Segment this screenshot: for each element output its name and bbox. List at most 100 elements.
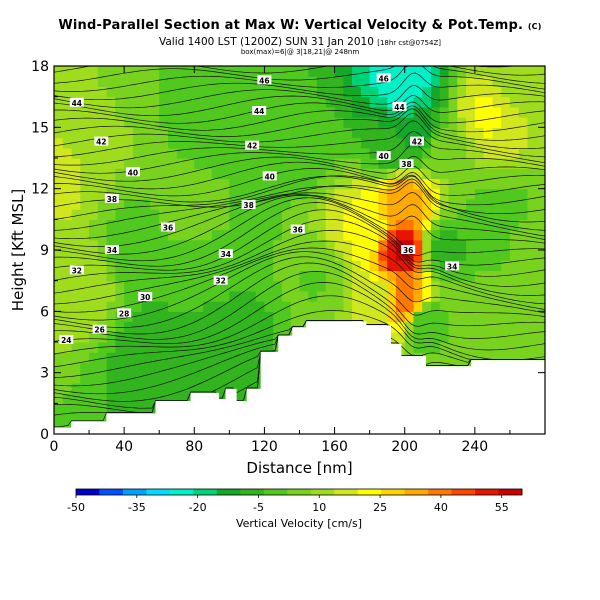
field-cell	[159, 301, 169, 312]
field-cell	[124, 342, 134, 353]
theta-contour-line	[54, 161, 545, 190]
field-cell	[395, 178, 406, 190]
field-cell	[457, 106, 467, 118]
field-cell	[89, 76, 99, 88]
field-cell	[229, 362, 239, 374]
field-cell	[132, 250, 143, 261]
field-cell	[203, 290, 213, 302]
field-cell	[536, 301, 545, 312]
field-cell	[176, 117, 187, 128]
x-tick-label: 240	[461, 439, 488, 455]
field-cell	[89, 260, 99, 272]
field-cell	[483, 76, 493, 88]
field-cell	[334, 311, 344, 323]
field-cell	[54, 342, 64, 353]
field-cell	[132, 280, 143, 292]
field-cell	[132, 76, 143, 88]
contour-label-box	[92, 324, 107, 334]
field-cell	[141, 106, 152, 118]
field-cell	[211, 342, 222, 353]
field-cell	[492, 229, 502, 241]
field-cell	[89, 382, 99, 394]
field-cell	[492, 147, 502, 159]
terrain	[54, 321, 545, 434]
field-cell	[518, 280, 529, 292]
contour-label-text: 34	[447, 262, 457, 271]
field-cell	[229, 188, 239, 200]
field-cell	[62, 127, 73, 139]
colorbar-swatch	[310, 489, 335, 495]
field-cell	[474, 311, 485, 323]
field-cell	[185, 393, 195, 404]
field-cell	[509, 270, 520, 282]
field-cell	[62, 352, 73, 364]
field-cell	[80, 403, 90, 415]
field-cell	[509, 158, 520, 169]
field-cell	[194, 106, 204, 118]
field-cell	[273, 260, 283, 272]
field-cell	[115, 96, 125, 108]
field-cell	[536, 127, 545, 139]
field-cell	[492, 342, 502, 353]
field-cell	[80, 331, 90, 343]
field-cell	[194, 137, 204, 149]
field-cell	[492, 311, 502, 323]
contour-label-box	[117, 308, 132, 318]
contour-label: 34	[445, 261, 460, 271]
field-cell	[62, 250, 73, 261]
field-cell	[159, 168, 169, 180]
field-cell	[159, 66, 169, 77]
field-cell	[54, 198, 64, 210]
field-cell	[290, 76, 301, 88]
field-cell	[343, 86, 353, 98]
field-cell	[124, 198, 134, 210]
field-cell	[194, 239, 204, 251]
field-cell	[387, 168, 397, 180]
field-cell	[404, 168, 415, 180]
field-cell	[369, 311, 380, 323]
field-cell	[132, 127, 143, 139]
field-cell	[141, 239, 152, 251]
field-cell	[334, 158, 344, 169]
field-cell	[71, 198, 81, 210]
field-cell	[238, 270, 248, 282]
contour-label-box	[262, 171, 277, 181]
field-cell	[290, 96, 301, 108]
field-cell	[220, 239, 230, 251]
field-cell	[439, 86, 450, 98]
field-cell	[317, 270, 327, 282]
field-cell	[509, 311, 520, 323]
field-cell	[369, 229, 380, 241]
field-cell	[132, 96, 143, 108]
field-cell	[387, 239, 397, 251]
field-cell	[211, 331, 222, 343]
contour-label-text: 32	[72, 266, 82, 275]
x-axis-label: Distance [nm]	[246, 459, 352, 477]
field-cell	[89, 270, 99, 282]
field-cell	[97, 250, 108, 261]
field-cell	[150, 76, 160, 88]
field-cell	[308, 66, 318, 77]
field-cell	[281, 127, 292, 139]
field-cell	[431, 352, 441, 364]
field-cell	[299, 168, 309, 180]
field-cell	[509, 96, 520, 108]
field-cell	[246, 239, 257, 251]
field-cell	[132, 403, 143, 415]
field-cell	[431, 321, 441, 333]
field-cell	[369, 96, 380, 108]
field-cell	[334, 219, 344, 231]
field-cell	[413, 96, 423, 108]
field-cell	[115, 178, 125, 190]
field-cell	[229, 219, 239, 231]
contour-label-box	[213, 275, 228, 285]
contour-label-text: 42	[247, 142, 257, 151]
field-cell	[176, 382, 187, 394]
field-cell	[395, 168, 406, 180]
field-cell	[308, 219, 318, 231]
field-cell	[124, 209, 134, 220]
field-cell	[220, 188, 230, 200]
field-cell	[150, 270, 160, 282]
field-cell	[185, 158, 195, 169]
field-cell	[115, 331, 125, 343]
